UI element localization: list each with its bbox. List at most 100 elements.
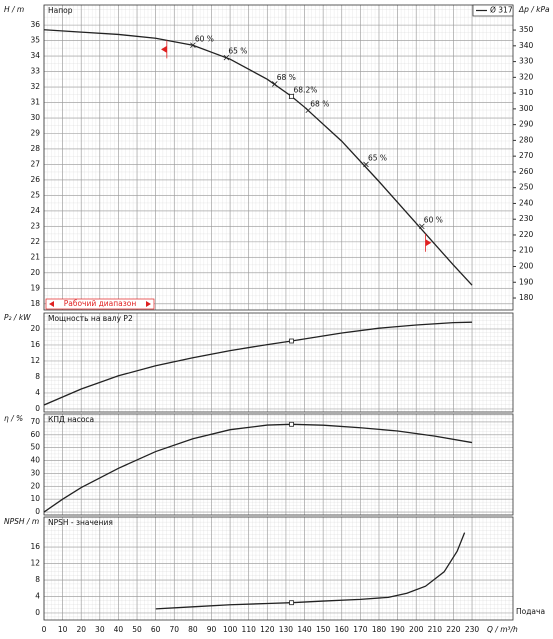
y-tick-label: 27 <box>30 159 40 168</box>
y-tick-label: 34 <box>30 51 40 60</box>
efficiency-label: 68.2% <box>294 85 318 94</box>
x-tick-label: 130 <box>279 625 294 634</box>
x-tick-label: 70 <box>170 625 180 634</box>
y-tick-label: 23 <box>30 221 40 230</box>
range-marker <box>425 233 432 252</box>
y2-tick-label: 200 <box>519 261 534 270</box>
x-tick-label: 60 <box>151 625 161 634</box>
y2-tick-label: 260 <box>519 167 534 176</box>
y-tick-label: 16 <box>30 340 40 349</box>
y2-tick-label: 300 <box>519 104 534 113</box>
y-tick-label: 25 <box>30 190 40 199</box>
panel-frame <box>43 413 514 516</box>
efficiency-mark <box>419 223 425 230</box>
efficiency-label: 65 % <box>228 47 247 56</box>
x-tick-label: 50 <box>132 625 142 634</box>
y-tick-label: 0 <box>35 507 40 516</box>
y2-tick-label: 210 <box>519 246 534 255</box>
efficiency-label: 68 % <box>277 73 296 82</box>
y-tick-label: 31 <box>30 98 40 107</box>
y-tick-label: 22 <box>30 237 40 246</box>
y-tick-label: 18 <box>30 299 40 308</box>
efficiency-label: 68 % <box>310 99 329 108</box>
efficiency-label: 60 % <box>424 215 443 224</box>
y-axis-label: NPSH / m <box>4 517 39 526</box>
panel-frame <box>43 312 514 413</box>
duty-point <box>289 93 294 99</box>
y-tick-label: 36 <box>30 20 40 29</box>
line <box>155 532 466 610</box>
line <box>43 423 473 513</box>
y-tick-label: 60 <box>30 430 40 439</box>
y2-tick-label: 280 <box>519 135 534 144</box>
y2-tick-label: 310 <box>519 88 534 97</box>
y-axis-label: η / % <box>4 414 23 423</box>
x-tick-label: 140 <box>297 625 312 634</box>
y-tick-label: 10 <box>30 494 40 503</box>
x-tick-label: 230 <box>465 625 480 634</box>
y-tick-label: 4 <box>35 592 40 601</box>
range-legend: Рабочий диапазон <box>45 298 155 310</box>
y-tick-label: 0 <box>35 608 40 617</box>
y-tick-label: 32 <box>30 82 40 91</box>
y2-tick-label: 290 <box>519 120 534 129</box>
range-label: Рабочий диапазон <box>64 299 137 308</box>
legend-label: Ø 317 <box>490 6 513 15</box>
panel-background <box>44 313 513 412</box>
panel-title: КПД насоса <box>48 415 94 424</box>
y-tick-label: 26 <box>30 175 40 184</box>
panel-background <box>44 517 513 620</box>
y-axis-label: P₂ / kW <box>4 313 31 322</box>
y-tick-label: 19 <box>30 283 40 292</box>
x-tick-label: 150 <box>316 625 331 634</box>
y-tick-label: 24 <box>30 206 40 215</box>
y-tick-label: 35 <box>30 36 40 45</box>
y2-tick-label: 190 <box>519 277 534 286</box>
y-tick-label: 70 <box>30 417 40 426</box>
x-tick-label: 190 <box>390 625 405 634</box>
panel-background <box>44 5 513 310</box>
y-tick-label: 33 <box>30 67 40 76</box>
y-tick-label: 30 <box>30 113 40 122</box>
y-tick-label: 29 <box>30 129 40 138</box>
efficiency-mark <box>223 54 230 61</box>
y-tick-label: 50 <box>30 443 40 452</box>
x-tick-label: 170 <box>353 625 368 634</box>
x-tick-label: 20 <box>76 625 86 634</box>
y-tick-label: 30 <box>30 468 40 477</box>
y2-tick-label: 250 <box>519 183 534 192</box>
line <box>43 321 473 406</box>
legend-box <box>472 4 514 17</box>
y-tick-label: 40 <box>30 456 40 465</box>
y-tick-label: 16 <box>30 542 40 551</box>
x-tick-label: 210 <box>428 625 443 634</box>
y2-tick-label: 180 <box>519 293 534 302</box>
y-tick-label: 21 <box>30 252 40 261</box>
y2-tick-label: 240 <box>519 198 534 207</box>
efficiency-mark <box>271 81 278 87</box>
panel-frame <box>43 516 514 621</box>
y-tick-label: 12 <box>30 559 40 568</box>
efficiency-mark <box>363 161 369 168</box>
y2-axis-label: Δp / kPa <box>518 5 550 14</box>
legend: Ø 317 <box>472 4 514 17</box>
y-tick-label: 8 <box>35 575 40 584</box>
line <box>43 29 473 286</box>
y2-tick-label: 220 <box>519 230 534 239</box>
y2-tick-label: 350 <box>519 25 534 34</box>
x-tick-label: 110 <box>242 625 257 634</box>
x-tick-label: 120 <box>260 625 275 634</box>
y-tick-label: 8 <box>35 372 40 381</box>
duty-point <box>289 338 294 344</box>
y2-tick-label: 230 <box>519 214 534 223</box>
y2-tick-label: 320 <box>519 72 534 81</box>
panel-title: NPSH - значения <box>48 518 113 527</box>
y-tick-label: 0 <box>35 404 40 413</box>
x-tick-label: 220 <box>446 625 461 634</box>
y-tick-label: 20 <box>30 268 40 277</box>
x-tick-label: 180 <box>372 625 387 634</box>
x-axis-label: Q / m³/h <box>487 625 518 634</box>
efficiency-mark <box>190 42 196 49</box>
y2-tick-label: 330 <box>519 57 534 66</box>
